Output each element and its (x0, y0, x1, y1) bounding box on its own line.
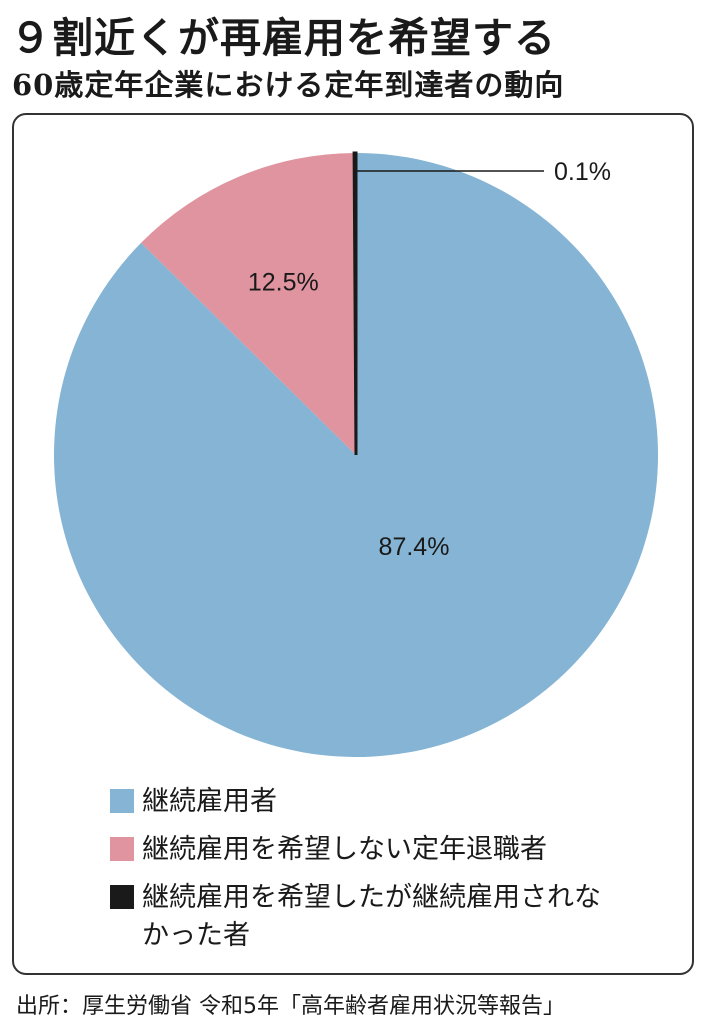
pie-slice-not-rehired (352, 151, 358, 456)
pie-label-not-wanted: 12.5% (248, 268, 319, 296)
legend: 継続雇用者 継続雇用を希望しない定年退職者 継続雇用を希望したが継続雇用されなか… (110, 783, 670, 965)
pie-label-not-rehired: 0.1% (554, 158, 611, 186)
legend-label-continued: 継続雇用者 (142, 786, 277, 817)
legend-swatch-not-rehired (110, 885, 134, 909)
chart-subtitle: 60歳定年企業における定年到達者の動向 (12, 68, 565, 102)
legend-swatch-not-wanted (110, 837, 134, 861)
chart-title: ９割近くが再雇用を希望する (10, 14, 556, 62)
pie-label-continued: 87.4% (379, 533, 450, 561)
legend-item-not-rehired: 継続雇用を希望したが継続雇用されなかった者 (110, 879, 670, 955)
legend-item-continued: 継続雇用者 (110, 783, 670, 821)
legend-swatch-continued (110, 789, 134, 813)
pie-slice-not-wanted (141, 153, 356, 455)
legend-item-not-wanted: 継続雇用を希望しない定年退職者 (110, 831, 670, 869)
pie-chart: 87.4% 12.5% 0.1% (53, 151, 658, 757)
chart-panel: 87.4% 12.5% 0.1% 継続雇用者 継続雇用を希望しない定年退職者 継続雇… (12, 113, 694, 975)
source-note: 出所：厚生労働省 令和5年「高年齢者雇用状況等報告」 (16, 994, 565, 1019)
legend-label-not-wanted: 継続雇用を希望しない定年退職者 (142, 834, 547, 865)
legend-label-not-rehired: 継続雇用を希望したが継続雇用されなかった者 (142, 882, 601, 951)
